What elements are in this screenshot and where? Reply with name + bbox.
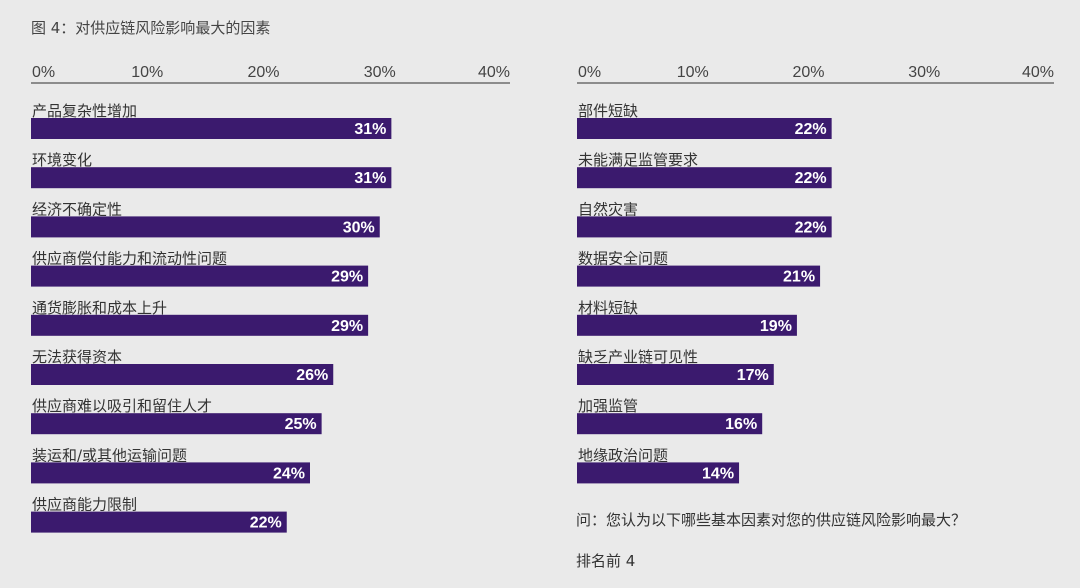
left-bar [31,118,392,139]
right-tick-label: 20% [792,64,824,81]
right-bar [577,462,740,484]
right-category-label: 部件短缺 [578,102,638,120]
left-category-label: 环境变化 [32,151,92,169]
chart-right: 0% 10% 20% 30% 40% 部件短缺 22% 未能满足监管要求 22% 自然灾害 22% 数… [577,64,1054,484]
left-category-label: 通货膨胀和成本上升 [32,299,167,317]
left-value-label: 26% [296,367,328,384]
right-value-label: 16% [725,416,757,433]
left-category-label: 无法获得资本 [32,348,122,366]
left-bar [31,511,287,533]
left-value-label: 29% [331,269,363,286]
left-value-label: 30% [343,219,375,236]
left-value-label: 25% [285,416,317,433]
right-tick-label: 0% [578,64,601,81]
left-bar [31,265,369,287]
right-category-label: 未能满足监管要求 [578,151,698,169]
right-category-label: 地缘政治问题 [578,446,668,464]
right-tick-label: 30% [908,64,940,81]
survey-question: 问：您认为以下哪些基本因素对您的供应链风险影响最大？ [576,511,967,529]
left-value-label: 22% [250,515,282,532]
right-category-label: 数据安全问题 [578,250,668,268]
left-tick-label: 30% [364,64,396,81]
right-category-label: 材料短缺 [578,299,638,317]
right-value-label: 19% [760,318,792,335]
right-value-label: 22% [795,170,827,187]
left-bar [31,364,334,385]
left-bar [31,167,392,189]
left-tick-label: 10% [131,64,163,81]
left-tick-label: 40% [478,64,510,81]
right-bar [577,167,832,189]
left-bar [31,314,369,336]
right-category-label: 缺乏产业链可见性 [578,348,698,366]
left-value-label: 29% [331,318,363,335]
left-value-label: 31% [354,121,386,138]
right-category-label: 自然灾害 [578,200,638,218]
figure-title: 图 4：对供应链风险影响最大的因素 [31,19,271,37]
right-bar [577,413,763,435]
right-value-label: 14% [702,465,734,482]
left-bar [31,216,380,238]
left-tick-label: 20% [247,64,279,81]
right-tick-label: 40% [1022,64,1054,81]
right-category-label: 加强监管 [578,397,638,415]
left-category-label: 供应商难以吸引和留住人才 [32,397,212,415]
right-tick-label: 10% [677,64,709,81]
right-bar [577,118,832,139]
right-bar [577,216,832,238]
left-value-label: 24% [273,465,305,482]
left-category-label: 经济不确定性 [32,200,122,218]
left-category-label: 供应商能力限制 [32,496,137,514]
left-category-label: 产品复杂性增加 [32,102,137,120]
left-category-label: 装运和/或其他运输问题 [32,446,187,464]
right-bar [577,265,821,287]
right-value-label: 22% [795,121,827,138]
right-bar [577,364,774,385]
right-bar [577,314,797,336]
left-category-label: 供应商偿付能力和流动性问题 [32,250,227,268]
ranking-note: 排名前 4 [576,552,636,570]
left-value-label: 31% [354,170,386,187]
left-bar [31,462,310,484]
left-bar [31,413,322,435]
right-value-label: 22% [795,219,827,236]
right-value-label: 21% [783,269,815,286]
left-tick-label: 0% [32,64,55,81]
right-value-label: 17% [737,367,769,384]
chart-left: 0% 10% 20% 30% 40% 产品复杂性增加 31% 环境变化 31% 经济不确定性 30%… [31,64,510,533]
